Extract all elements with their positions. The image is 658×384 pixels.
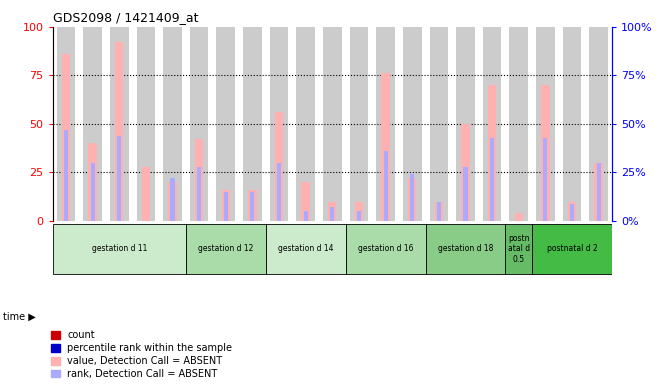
Bar xyxy=(483,27,501,221)
Bar xyxy=(266,224,345,274)
Bar xyxy=(243,27,262,221)
Bar xyxy=(408,178,417,221)
Bar xyxy=(357,211,361,221)
Bar xyxy=(224,192,228,221)
Text: gestation d 11: gestation d 11 xyxy=(91,244,147,253)
Bar xyxy=(590,27,608,221)
Text: postn
atal d
0.5: postn atal d 0.5 xyxy=(508,234,530,264)
Text: time ▶: time ▶ xyxy=(3,312,36,322)
Bar xyxy=(376,27,395,221)
Bar xyxy=(430,27,448,221)
Bar xyxy=(563,27,581,221)
Bar xyxy=(544,137,547,221)
Bar xyxy=(437,202,441,221)
Bar xyxy=(57,27,75,221)
Bar xyxy=(597,163,601,221)
Bar xyxy=(275,112,283,221)
Bar xyxy=(190,27,209,221)
Bar xyxy=(461,124,470,221)
Bar xyxy=(195,139,203,221)
Bar xyxy=(541,85,549,221)
Bar xyxy=(384,151,388,221)
Bar xyxy=(170,178,174,221)
Bar xyxy=(248,190,257,221)
Bar xyxy=(328,202,336,221)
Bar xyxy=(403,27,422,221)
Bar xyxy=(303,211,308,221)
Bar xyxy=(53,224,186,274)
Bar xyxy=(536,27,555,221)
Text: gestation d 18: gestation d 18 xyxy=(438,244,493,253)
Bar xyxy=(410,174,415,221)
Bar xyxy=(323,27,342,221)
Bar xyxy=(568,202,576,221)
Bar xyxy=(91,163,95,221)
Text: gestation d 12: gestation d 12 xyxy=(198,244,253,253)
Text: gestation d 14: gestation d 14 xyxy=(278,244,334,253)
Bar xyxy=(570,204,574,221)
Bar xyxy=(349,27,368,221)
Text: postnatal d 2: postnatal d 2 xyxy=(547,244,597,253)
Bar xyxy=(216,27,235,221)
Bar xyxy=(426,224,505,274)
Bar xyxy=(141,167,150,221)
Bar xyxy=(532,224,612,274)
Bar xyxy=(115,42,124,221)
Bar xyxy=(515,213,523,221)
Bar xyxy=(301,182,310,221)
Bar xyxy=(330,207,334,221)
Bar xyxy=(296,27,315,221)
Bar xyxy=(137,27,155,221)
Bar xyxy=(277,163,281,221)
Bar xyxy=(463,167,467,221)
Bar xyxy=(88,143,97,221)
Bar xyxy=(117,136,121,221)
Bar xyxy=(382,73,390,221)
Bar xyxy=(355,202,363,221)
Bar xyxy=(84,27,102,221)
Bar xyxy=(435,202,443,221)
Bar xyxy=(490,137,494,221)
Bar xyxy=(110,27,128,221)
Bar xyxy=(488,85,496,221)
Bar xyxy=(168,182,177,221)
Bar xyxy=(456,27,475,221)
Bar xyxy=(62,54,70,221)
Legend: count, percentile rank within the sample, value, Detection Call = ABSENT, rank, : count, percentile rank within the sample… xyxy=(51,330,232,379)
Bar xyxy=(222,190,230,221)
Bar xyxy=(163,27,182,221)
Bar xyxy=(197,167,201,221)
Bar xyxy=(64,130,68,221)
Bar xyxy=(270,27,288,221)
Text: gestation d 16: gestation d 16 xyxy=(358,244,413,253)
Bar xyxy=(186,224,266,274)
Bar xyxy=(250,192,255,221)
Bar xyxy=(594,163,603,221)
Text: GDS2098 / 1421409_at: GDS2098 / 1421409_at xyxy=(53,11,198,24)
Bar xyxy=(345,224,426,274)
Bar xyxy=(505,224,532,274)
Bar xyxy=(509,27,528,221)
